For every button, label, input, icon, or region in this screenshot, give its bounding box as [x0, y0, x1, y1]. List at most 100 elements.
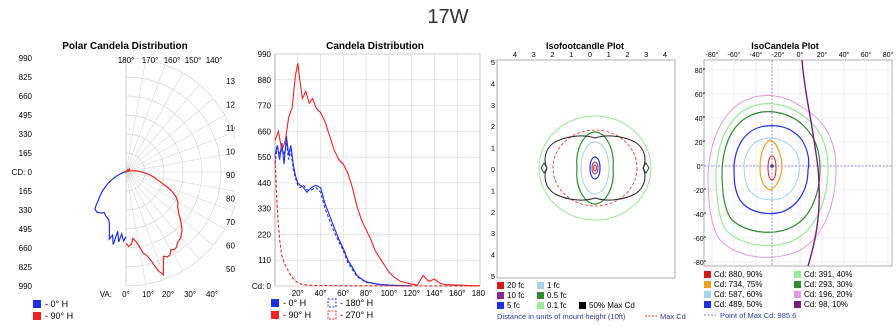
isocandela-plot: IsoCandela Plot -80° -60° -40° -20° 0° 20° 40°…	[694, 41, 894, 320]
polar-left-tick: 660	[19, 244, 33, 253]
polar-right-angle: 100°	[226, 148, 235, 157]
chart-y-tick: 550	[258, 153, 272, 162]
isocandela-title: IsoCandela Plot	[751, 41, 819, 51]
isocandela-ticks: -80° -60° -40° -20° 0° 20° 40° 60° 80° 80° 60° 40° 2…	[694, 51, 894, 267]
legend-label-270h: - 270° H	[340, 310, 373, 320]
iso-fc-plot-area	[496, 59, 676, 279]
ic-legend-50: Cd: 489, 50%	[714, 300, 762, 309]
chart-y-tick: 330	[258, 205, 272, 214]
polar-right-angle: 60°	[226, 242, 235, 251]
polar-left-tick: 330	[19, 130, 33, 139]
contour-50pct	[733, 125, 810, 215]
polar-spoke	[125, 171, 147, 285]
ic-legend-marker-50	[704, 301, 711, 308]
polar-spoke	[125, 171, 214, 246]
ic-legend-marker-40	[794, 271, 801, 278]
fc-legend-marker-10	[497, 292, 504, 299]
polar-grid	[125, 57, 235, 287]
series-line-1	[274, 63, 481, 287]
contour-30pct	[721, 111, 821, 233]
ic-left-tick: -60°	[694, 235, 707, 243]
fc-top-tick: 1	[607, 50, 611, 59]
fc-legend-marker-05	[537, 292, 544, 299]
chart-y-tick: 440	[258, 179, 272, 188]
chart-x-tick: 20°	[292, 289, 304, 298]
polar-left-tick: 165	[19, 149, 33, 158]
fc-left-tick: 2	[491, 208, 495, 217]
ic-left-tick: 80°	[695, 67, 706, 75]
polar-left-tick: 165	[19, 187, 33, 196]
polar-right-angle: 80°	[226, 195, 235, 204]
ic-top-tick: 60°	[861, 51, 872, 59]
polar-bottom-angle: 10°	[142, 290, 154, 299]
contour-40pct	[715, 103, 829, 247]
candela-distribution-chart: Candela Distribution 990 880 770 660 550 440 3…	[252, 41, 485, 320]
polar-bottom-angles: VA: 0° 10° 20° 30° 40°	[100, 290, 218, 299]
fc-left-tick: 5	[491, 58, 495, 67]
legend-label-90h: - 90° H	[283, 310, 311, 320]
chart-y-tick: 220	[258, 230, 272, 239]
polar-spoke	[125, 114, 225, 173]
polar-curve-90h	[125, 168, 183, 277]
polar-title: Polar Candela Distribution	[62, 41, 188, 52]
fc-legend-1: 1 fc	[547, 281, 560, 290]
polar-left-tick: 495	[19, 225, 33, 234]
polar-spoke	[125, 84, 200, 173]
polar-left-tick: 330	[19, 206, 33, 215]
ic-legend-10: Cd: 98, 10%	[804, 300, 848, 309]
chart-y-ticks: 990 880 770 660 550 440 330 220 110 Cd: 0	[252, 50, 272, 291]
fc-legend-marker-50pct	[579, 302, 586, 309]
polar-left-tick: 990	[19, 282, 33, 291]
contour-60pct	[743, 137, 800, 201]
isocandela-plot-area	[703, 59, 893, 267]
chart-x-tick: 80°	[360, 289, 372, 298]
polar-spoke	[125, 171, 184, 271]
polar-top-angle: 170°	[142, 56, 159, 65]
isocandela-legend: Cd: 880, 90% Cd: 391, 40% Cd: 734, 75% C…	[704, 270, 852, 320]
ic-left-tick: -80°	[694, 259, 707, 267]
fc-top-tick: 3	[644, 50, 648, 59]
polar-left-tick: CD: 0	[12, 168, 33, 177]
polar-ring	[125, 57, 235, 287]
fc-top-tick: 2	[550, 50, 554, 59]
contour-90pct	[767, 155, 777, 181]
contour-1fc	[580, 141, 610, 195]
polar-spoke	[125, 132, 234, 173]
contour-10pct	[801, 59, 820, 267]
fc-left-tick: 1	[491, 186, 495, 195]
polar-spoke	[125, 171, 166, 280]
polar-spoke	[125, 171, 225, 230]
contour-right-lobe	[642, 162, 650, 174]
fc-left-tick: 3	[491, 229, 495, 238]
polar-bottom-angle: 0°	[122, 290, 130, 299]
legend-marker-180h	[327, 298, 337, 308]
fc-left-tick: 4	[491, 251, 495, 260]
ic-left-tick: 60°	[695, 91, 706, 99]
fc-legend-50pct: 50% Max Cd	[589, 301, 635, 310]
chart-title: Candela Distribution	[326, 41, 424, 52]
chart-x-ticks: 20° 40° 60° 80° 100° 120° 140° 160° 180°	[292, 289, 485, 298]
polar-left-tick: 825	[19, 263, 33, 272]
fc-left-tick: 5	[491, 272, 495, 281]
ic-top-tick: -40°	[750, 51, 763, 59]
polar-left-tick: 495	[19, 111, 33, 120]
legend-label-180h: - 180° H	[340, 298, 373, 308]
ic-legend-30: Cd: 293, 30%	[804, 280, 852, 289]
iso-fc-ticks: 4 3 2 1 0 1 2 3 4 5 4 3 2 1 0 1 2 3 4 5	[491, 50, 667, 281]
chart-y-tick: Cd: 0	[252, 282, 272, 291]
ic-left-tick: -40°	[694, 211, 707, 219]
ic-legend-75: Cd: 734, 75%	[714, 280, 762, 289]
iso-fc-title: Isofootcandle Plot	[546, 41, 624, 51]
chart-y-tick: 660	[258, 127, 272, 136]
legend-marker-90h	[271, 311, 279, 319]
max-cd-point-marker	[770, 164, 774, 168]
ic-left-tick: 0°	[697, 163, 704, 171]
ic-top-tick: -80°	[706, 51, 719, 59]
polar-left-ticks: 990 825 660 495 330 165 CD: 0 165 330 495 660 825 99…	[12, 54, 33, 291]
chart-y-tick: 990	[258, 50, 272, 59]
polar-legend-90h: - 90° H	[45, 311, 73, 321]
iso-fc-contours	[538, 115, 652, 221]
polar-right-angle: 120°	[226, 101, 235, 110]
polar-right-angle: 130°	[226, 77, 235, 86]
polar-right-angle: 50°	[226, 265, 235, 274]
